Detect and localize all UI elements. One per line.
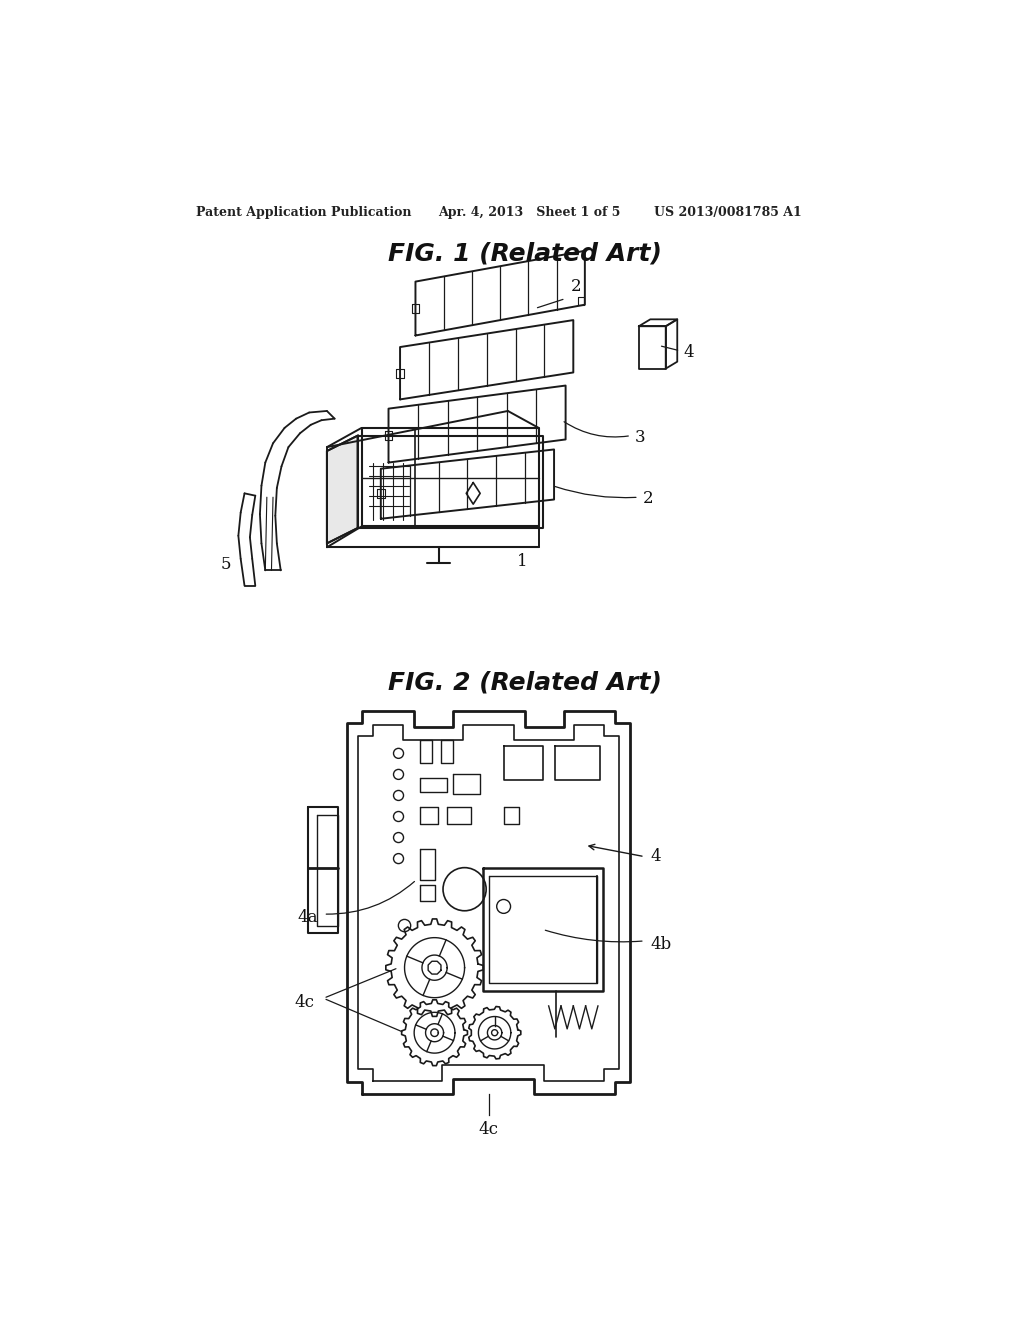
Text: 2: 2 <box>571 279 582 296</box>
Text: 2: 2 <box>643 490 653 507</box>
Text: 1: 1 <box>517 553 527 570</box>
Text: 4c: 4c <box>478 1121 499 1138</box>
Text: 3: 3 <box>635 429 645 446</box>
Text: Patent Application Publication: Patent Application Publication <box>196 206 412 219</box>
Text: 4: 4 <box>683 345 694 360</box>
Text: FIG. 2 (Related Art): FIG. 2 (Related Art) <box>388 671 662 694</box>
Text: 4c: 4c <box>295 994 314 1011</box>
Polygon shape <box>327 436 357 544</box>
Text: 4: 4 <box>651 849 662 865</box>
Text: US 2013/0081785 A1: US 2013/0081785 A1 <box>654 206 802 219</box>
Text: 4a: 4a <box>297 909 317 927</box>
Text: FIG. 1 (Related Art): FIG. 1 (Related Art) <box>388 242 662 265</box>
Text: 4b: 4b <box>651 936 672 953</box>
Text: 5: 5 <box>220 557 230 573</box>
Text: Apr. 4, 2013   Sheet 1 of 5: Apr. 4, 2013 Sheet 1 of 5 <box>438 206 621 219</box>
